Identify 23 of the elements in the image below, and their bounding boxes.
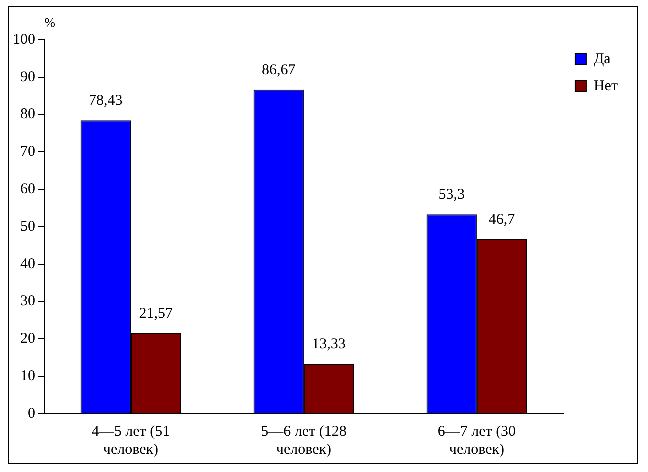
y-tick-label: 20	[20, 331, 36, 348]
y-tick-label: 50	[20, 218, 36, 235]
y-tick-label: 60	[20, 182, 36, 198]
x-tick-label: 5—6 лет (128 человек)	[261, 424, 347, 458]
y-tick-label: 10	[20, 368, 36, 385]
legend-label: Да	[594, 51, 612, 68]
y-tick-label: 80	[20, 106, 36, 123]
x-tick-label: 6—7 лет (30 человек)	[438, 424, 516, 458]
data-label: 78,43	[89, 93, 123, 110]
data-label: 86,67	[262, 62, 296, 78]
y-tick-label: 70	[20, 144, 36, 160]
y-tick-label: 40	[20, 256, 36, 272]
y-axis-title: %	[44, 14, 56, 30]
data-label: 21,57	[139, 306, 174, 322]
y-tick-label: 90	[20, 69, 36, 86]
y-tick-label: 100	[13, 32, 36, 48]
legend-label: Нет	[594, 78, 618, 94]
y-tick-label: 30	[20, 294, 36, 310]
data-label: 46,7	[488, 212, 516, 228]
data-label: 13,33	[312, 336, 346, 353]
y-tick-label: 0	[28, 406, 36, 422]
data-label: 53,3	[438, 187, 466, 204]
x-tick-label: 4—5 лет (51 человек)	[92, 424, 170, 458]
